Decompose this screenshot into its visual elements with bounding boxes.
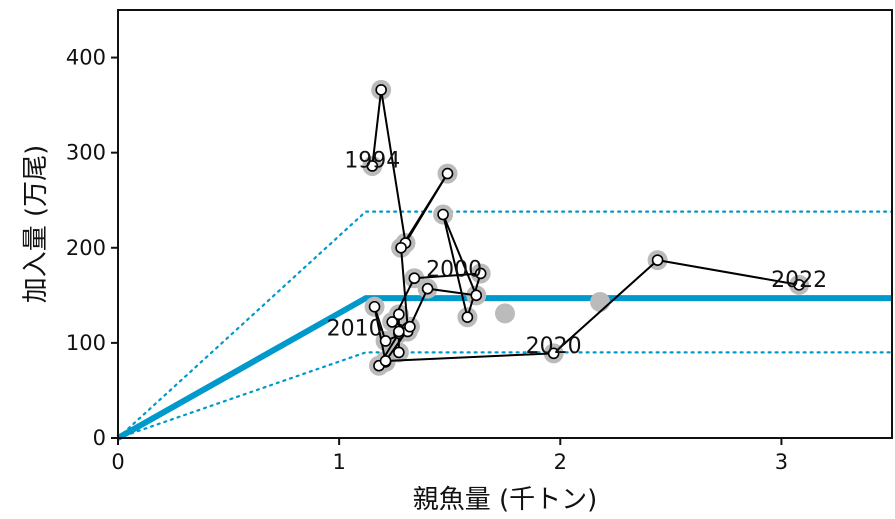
year-point <box>393 346 405 359</box>
fit-lower-bound-line <box>116 351 894 440</box>
year-point <box>441 167 454 180</box>
x-tick-label: 3 <box>775 450 788 474</box>
fit-central-line <box>116 295 892 441</box>
plot-marks: 1994 2000 2010 2020 2022 <box>116 79 894 441</box>
y-tick-label: 300 <box>66 141 106 165</box>
x-tick-label: 2 <box>554 450 567 474</box>
observed-point-extra <box>590 291 611 312</box>
year-point <box>368 300 381 313</box>
x-tick-label: 0 <box>111 450 124 474</box>
year-label: 1994 <box>344 148 400 173</box>
year-point <box>421 282 434 295</box>
year-point <box>461 311 474 324</box>
y-tick-label: 0 <box>93 426 106 450</box>
year-point <box>366 160 379 172</box>
observed-point-extra <box>495 303 515 324</box>
axis-ticks: 0 1 2 3 0 100 200 300 400 <box>66 46 788 474</box>
year-point <box>393 308 405 321</box>
year-point <box>386 316 399 328</box>
y-tick-label: 400 <box>66 46 106 70</box>
year-point <box>474 267 487 280</box>
year-label: 2022 <box>771 268 827 293</box>
year-point <box>379 355 392 367</box>
y-tick-label: 100 <box>66 331 106 355</box>
year-point <box>651 254 664 266</box>
x-axis-title: 親魚量 (千トン) <box>413 485 598 515</box>
year-path-line <box>371 88 800 367</box>
year-point <box>393 325 405 338</box>
year-label: 2000 <box>426 258 482 283</box>
year-point <box>547 347 560 360</box>
plot-frame <box>117 9 893 439</box>
year-point <box>793 279 805 291</box>
year-label: 2020 <box>526 334 582 359</box>
year-label: 2010 <box>327 317 383 342</box>
year-point <box>375 84 387 96</box>
year-point <box>404 320 416 333</box>
y-axis-title: 加入量 (万尾) <box>21 145 51 304</box>
year-point <box>408 272 421 285</box>
fit-upper-bound-line <box>116 210 894 440</box>
y-tick-label: 200 <box>66 236 106 260</box>
year-point <box>470 289 483 302</box>
x-tick-label: 1 <box>332 450 345 474</box>
year-point <box>437 208 449 221</box>
year-point <box>379 335 392 347</box>
year-point <box>395 241 407 254</box>
